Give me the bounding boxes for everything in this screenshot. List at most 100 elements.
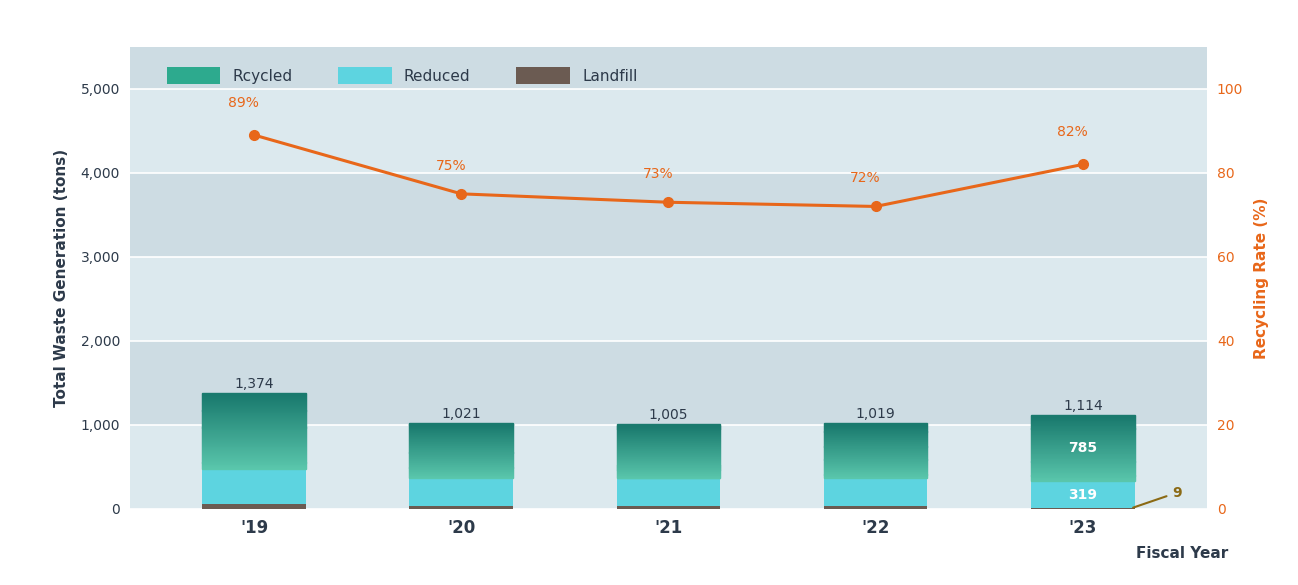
Bar (1031, 417, 1134, 418)
Bar (1031, 453, 1134, 454)
Bar (409, 469, 513, 470)
Bar (617, 474, 720, 475)
Bar (202, 415, 306, 416)
Text: 1,374: 1,374 (235, 377, 274, 391)
Bar (202, 419, 306, 420)
Bar (617, 429, 720, 430)
Bar (824, 461, 928, 462)
Bar (617, 455, 720, 456)
Bar (824, 470, 928, 471)
Bar (202, 404, 306, 405)
Bar (202, 420, 306, 421)
Bar (824, 433, 928, 434)
Bar (1031, 421, 1134, 422)
Bar (409, 456, 513, 457)
Bar (824, 444, 928, 445)
Bar (1031, 456, 1134, 457)
Bar (824, 454, 928, 455)
Bar (824, 505, 928, 509)
Bar (617, 479, 720, 505)
Bar (202, 454, 306, 455)
Bar (824, 467, 928, 469)
Bar (1031, 448, 1134, 449)
Bar (409, 475, 513, 476)
Bar (617, 443, 720, 444)
Bar (824, 471, 928, 472)
Text: 89%: 89% (228, 96, 260, 110)
Bar (202, 399, 306, 400)
Bar (202, 462, 306, 463)
Bar (617, 468, 720, 469)
Bar (824, 475, 928, 476)
Bar (617, 475, 720, 476)
Bar (1031, 464, 1134, 465)
Bar (409, 462, 513, 463)
Bar (202, 412, 306, 414)
Bar (202, 416, 306, 417)
Bar (202, 439, 306, 440)
Bar (1031, 437, 1134, 438)
Bar (202, 459, 306, 460)
Bar (1031, 452, 1134, 453)
Bar (824, 424, 928, 425)
Text: 1,021: 1,021 (441, 407, 482, 421)
Bar (202, 434, 306, 435)
Bar (202, 443, 306, 445)
Bar (1031, 450, 1134, 451)
Bar (409, 474, 513, 475)
Bar (1031, 480, 1134, 481)
Bar (202, 426, 306, 428)
Bar (824, 459, 928, 460)
Bar (617, 431, 720, 432)
Bar (202, 457, 306, 458)
Bar (1031, 449, 1134, 450)
Bar (1031, 454, 1134, 455)
Bar (1031, 459, 1134, 460)
Bar (617, 470, 720, 471)
Bar (409, 426, 513, 427)
Bar (202, 433, 306, 434)
Bar (1031, 442, 1134, 443)
Bar (202, 401, 306, 402)
Bar (617, 505, 720, 509)
Bar (409, 433, 513, 434)
Bar (409, 460, 513, 462)
Bar (617, 427, 720, 428)
Bar (409, 447, 513, 448)
Bar (409, 427, 513, 428)
Bar (824, 431, 928, 432)
Bar (824, 465, 928, 466)
Bar (409, 457, 513, 458)
Bar (824, 435, 928, 436)
Bar (617, 453, 720, 454)
Bar (409, 448, 513, 449)
Bar (202, 437, 306, 438)
Bar (824, 453, 928, 454)
Bar (1031, 432, 1134, 433)
Bar (617, 449, 720, 450)
Bar (409, 454, 513, 455)
Text: 72%: 72% (850, 171, 880, 185)
Bar (409, 451, 513, 452)
Bar (1031, 440, 1134, 441)
Bar (202, 418, 306, 419)
Bar (409, 470, 513, 471)
Bar (202, 395, 306, 396)
Bar (824, 450, 928, 451)
Bar (824, 474, 928, 475)
Bar (1031, 466, 1134, 467)
Bar (202, 425, 306, 426)
Bar (824, 458, 928, 459)
Bar (130, 257, 1207, 341)
Bar (1031, 439, 1134, 440)
Bar (824, 432, 928, 433)
Bar (202, 440, 306, 441)
Bar (409, 430, 513, 431)
Bar (617, 461, 720, 462)
Bar (617, 440, 720, 441)
Bar (1031, 457, 1134, 458)
Bar (617, 454, 720, 455)
Bar (409, 449, 513, 450)
Text: 9: 9 (1133, 486, 1181, 508)
Bar (1031, 436, 1134, 437)
